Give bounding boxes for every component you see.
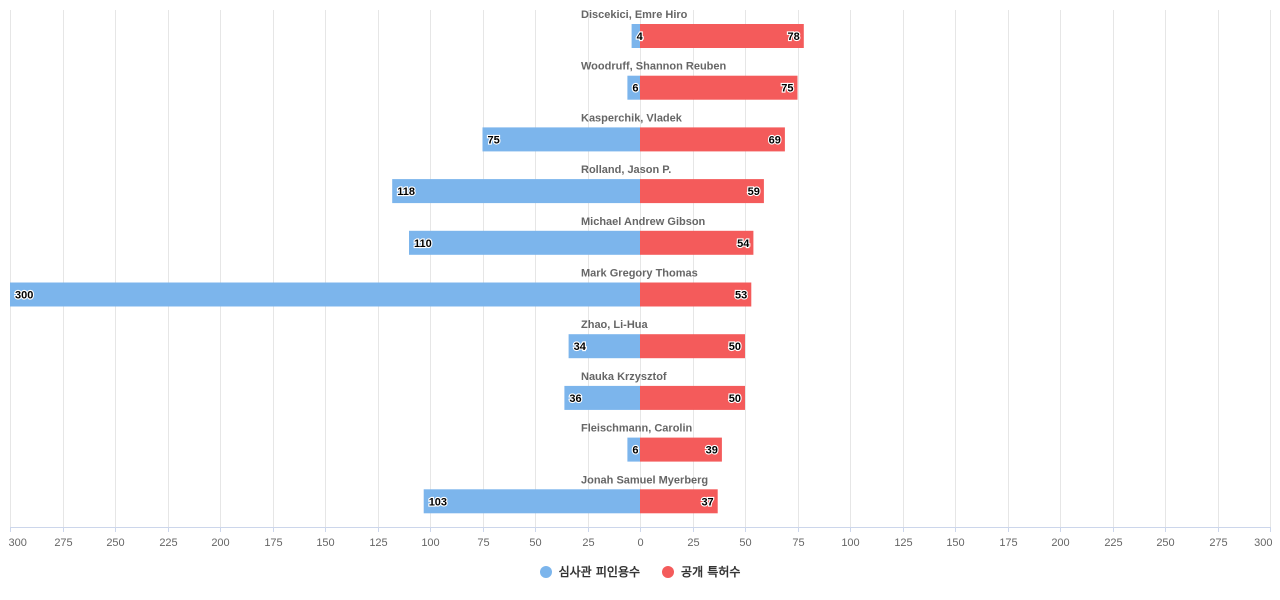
data-label-examiner-citations-jonah-samuel-myerberg: 103 [429, 496, 447, 508]
category-label-woodruff-shannon-reuben: Woodruff, Shannon Reuben [581, 61, 727, 73]
data-label-examiner-citations-kasperchik-vladek: 75 [488, 134, 500, 146]
data-label-published-patents-nauka-krzysztof: 50 [729, 393, 741, 405]
bar-published-patents-rolland-jason-p [640, 179, 764, 204]
x-tick-label: 50 [739, 537, 751, 549]
bar-examiner-citations-woodruff-shannon-reuben [627, 75, 640, 100]
x-tick-label: 250 [1156, 537, 1174, 549]
x-tick-label: 300 [1254, 537, 1272, 549]
data-label-examiner-citations-rolland-jason-p: 118 [397, 186, 415, 198]
category-label-zhao-li-hua: Zhao, Li-Hua [581, 319, 648, 331]
x-tick-label: 175 [999, 537, 1017, 549]
data-label-published-patents-discekici-emre-hiro: 78 [788, 31, 800, 43]
x-tick-label: 75 [792, 537, 804, 549]
bar-published-patents-nauka-krzysztof [640, 385, 745, 410]
x-tick-label: 125 [369, 537, 387, 549]
data-label-published-patents-rolland-jason-p: 59 [748, 186, 760, 198]
data-label-examiner-citations-zhao-li-hua: 34 [574, 341, 587, 353]
bar-examiner-citations-michael-andrew-gibson [409, 230, 640, 255]
x-tick-label: 150 [316, 537, 334, 549]
data-label-examiner-citations-discekici-emre-hiro: 4 [637, 31, 644, 43]
legend-item-published-patents[interactable]: 공개 특허수 [662, 563, 740, 580]
category-label-fleischmann-carolin: Fleischmann, Carolin [581, 423, 693, 435]
x-tick-label: 0 [637, 537, 643, 549]
data-label-published-patents-fleischmann-carolin: 39 [706, 445, 718, 457]
category-label-michael-andrew-gibson: Michael Andrew Gibson [581, 216, 706, 228]
legend: 심사관 피인용수 공개 특허수 [0, 563, 1280, 580]
x-tick-label: 250 [106, 537, 124, 549]
x-tick-label: 25 [582, 537, 594, 549]
bar-published-patents-discekici-emre-hiro [640, 24, 804, 48]
data-label-examiner-citations-fleischmann-carolin: 6 [632, 445, 638, 457]
bar-published-patents-kasperchik-vladek [640, 127, 785, 152]
x-tick-label: 25 [687, 537, 699, 549]
legend-swatch-published-patents [662, 565, 675, 578]
legend-item-examiner-citations[interactable]: 심사관 피인용수 [539, 563, 641, 580]
bar-examiner-citations-nauka-krzysztof [564, 385, 640, 410]
data-label-examiner-citations-woodruff-shannon-reuben: 6 [632, 83, 638, 95]
bar-published-patents-jonah-samuel-myerberg [640, 489, 718, 514]
data-label-published-patents-jonah-samuel-myerberg: 37 [701, 496, 713, 508]
bar-examiner-citations-zhao-li-hua [568, 334, 640, 359]
bar-published-patents-mark-gregory-thomas [640, 282, 752, 307]
legend-swatch-examiner-citations [539, 565, 552, 578]
x-tick-label: 100 [421, 537, 439, 549]
x-tick-label: 75 [477, 537, 489, 549]
bar-examiner-citations-mark-gregory-thomas [10, 282, 640, 307]
data-label-published-patents-zhao-li-hua: 50 [729, 341, 741, 353]
category-label-nauka-krzysztof: Nauka Krzysztof [581, 371, 667, 383]
category-label-jonah-samuel-myerberg: Jonah Samuel Myerberg [581, 474, 708, 486]
legend-label-examiner-citations: 심사관 피인용수 [558, 565, 641, 579]
x-tick-label: 225 [1104, 537, 1122, 549]
bar-published-patents-woodruff-shannon-reuben [640, 75, 798, 100]
bar-examiner-citations-fleischmann-carolin [627, 437, 640, 462]
x-tick-label: 225 [159, 537, 177, 549]
x-tick-label: 275 [54, 537, 72, 549]
bar-examiner-citations-kasperchik-vladek [482, 127, 640, 152]
bar-published-patents-zhao-li-hua [640, 334, 745, 359]
category-label-kasperchik-vladek: Kasperchik, Vladek [581, 112, 683, 124]
data-label-published-patents-woodruff-shannon-reuben: 75 [781, 83, 793, 95]
x-tick-label: 175 [264, 537, 282, 549]
bar-examiner-citations-rolland-jason-p [392, 179, 640, 204]
x-tick-label: 275 [1209, 537, 1227, 549]
x-tick-label: 150 [946, 537, 964, 549]
x-tick-label: 125 [894, 537, 912, 549]
data-label-published-patents-kasperchik-vladek: 69 [769, 134, 781, 146]
x-tick-label: 300 [9, 537, 27, 549]
bar-examiner-citations-discekici-emre-hiro [631, 24, 640, 48]
x-tick-label: 50 [529, 537, 541, 549]
bar-published-patents-fleischmann-carolin [640, 437, 722, 462]
x-tick-label: 200 [211, 537, 229, 549]
x-tick-label: 200 [1051, 537, 1069, 549]
data-label-examiner-citations-nauka-krzysztof: 36 [569, 393, 581, 405]
x-tick-label: 100 [841, 537, 859, 549]
legend-label-published-patents: 공개 특허수 [681, 565, 741, 579]
data-label-published-patents-mark-gregory-thomas: 53 [735, 290, 747, 302]
data-label-examiner-citations-michael-andrew-gibson: 110 [414, 238, 432, 250]
category-label-mark-gregory-thomas: Mark Gregory Thomas [581, 268, 698, 280]
data-label-published-patents-michael-andrew-gibson: 54 [737, 238, 750, 250]
data-label-examiner-citations-mark-gregory-thomas: 300 [15, 290, 33, 302]
bar-published-patents-michael-andrew-gibson [640, 230, 754, 255]
category-label-discekici-emre-hiro: Discekici, Emre Hiro [581, 9, 688, 21]
bar-examiner-citations-jonah-samuel-myerberg [423, 489, 640, 514]
category-label-rolland-jason-p: Rolland, Jason P. [581, 164, 671, 176]
